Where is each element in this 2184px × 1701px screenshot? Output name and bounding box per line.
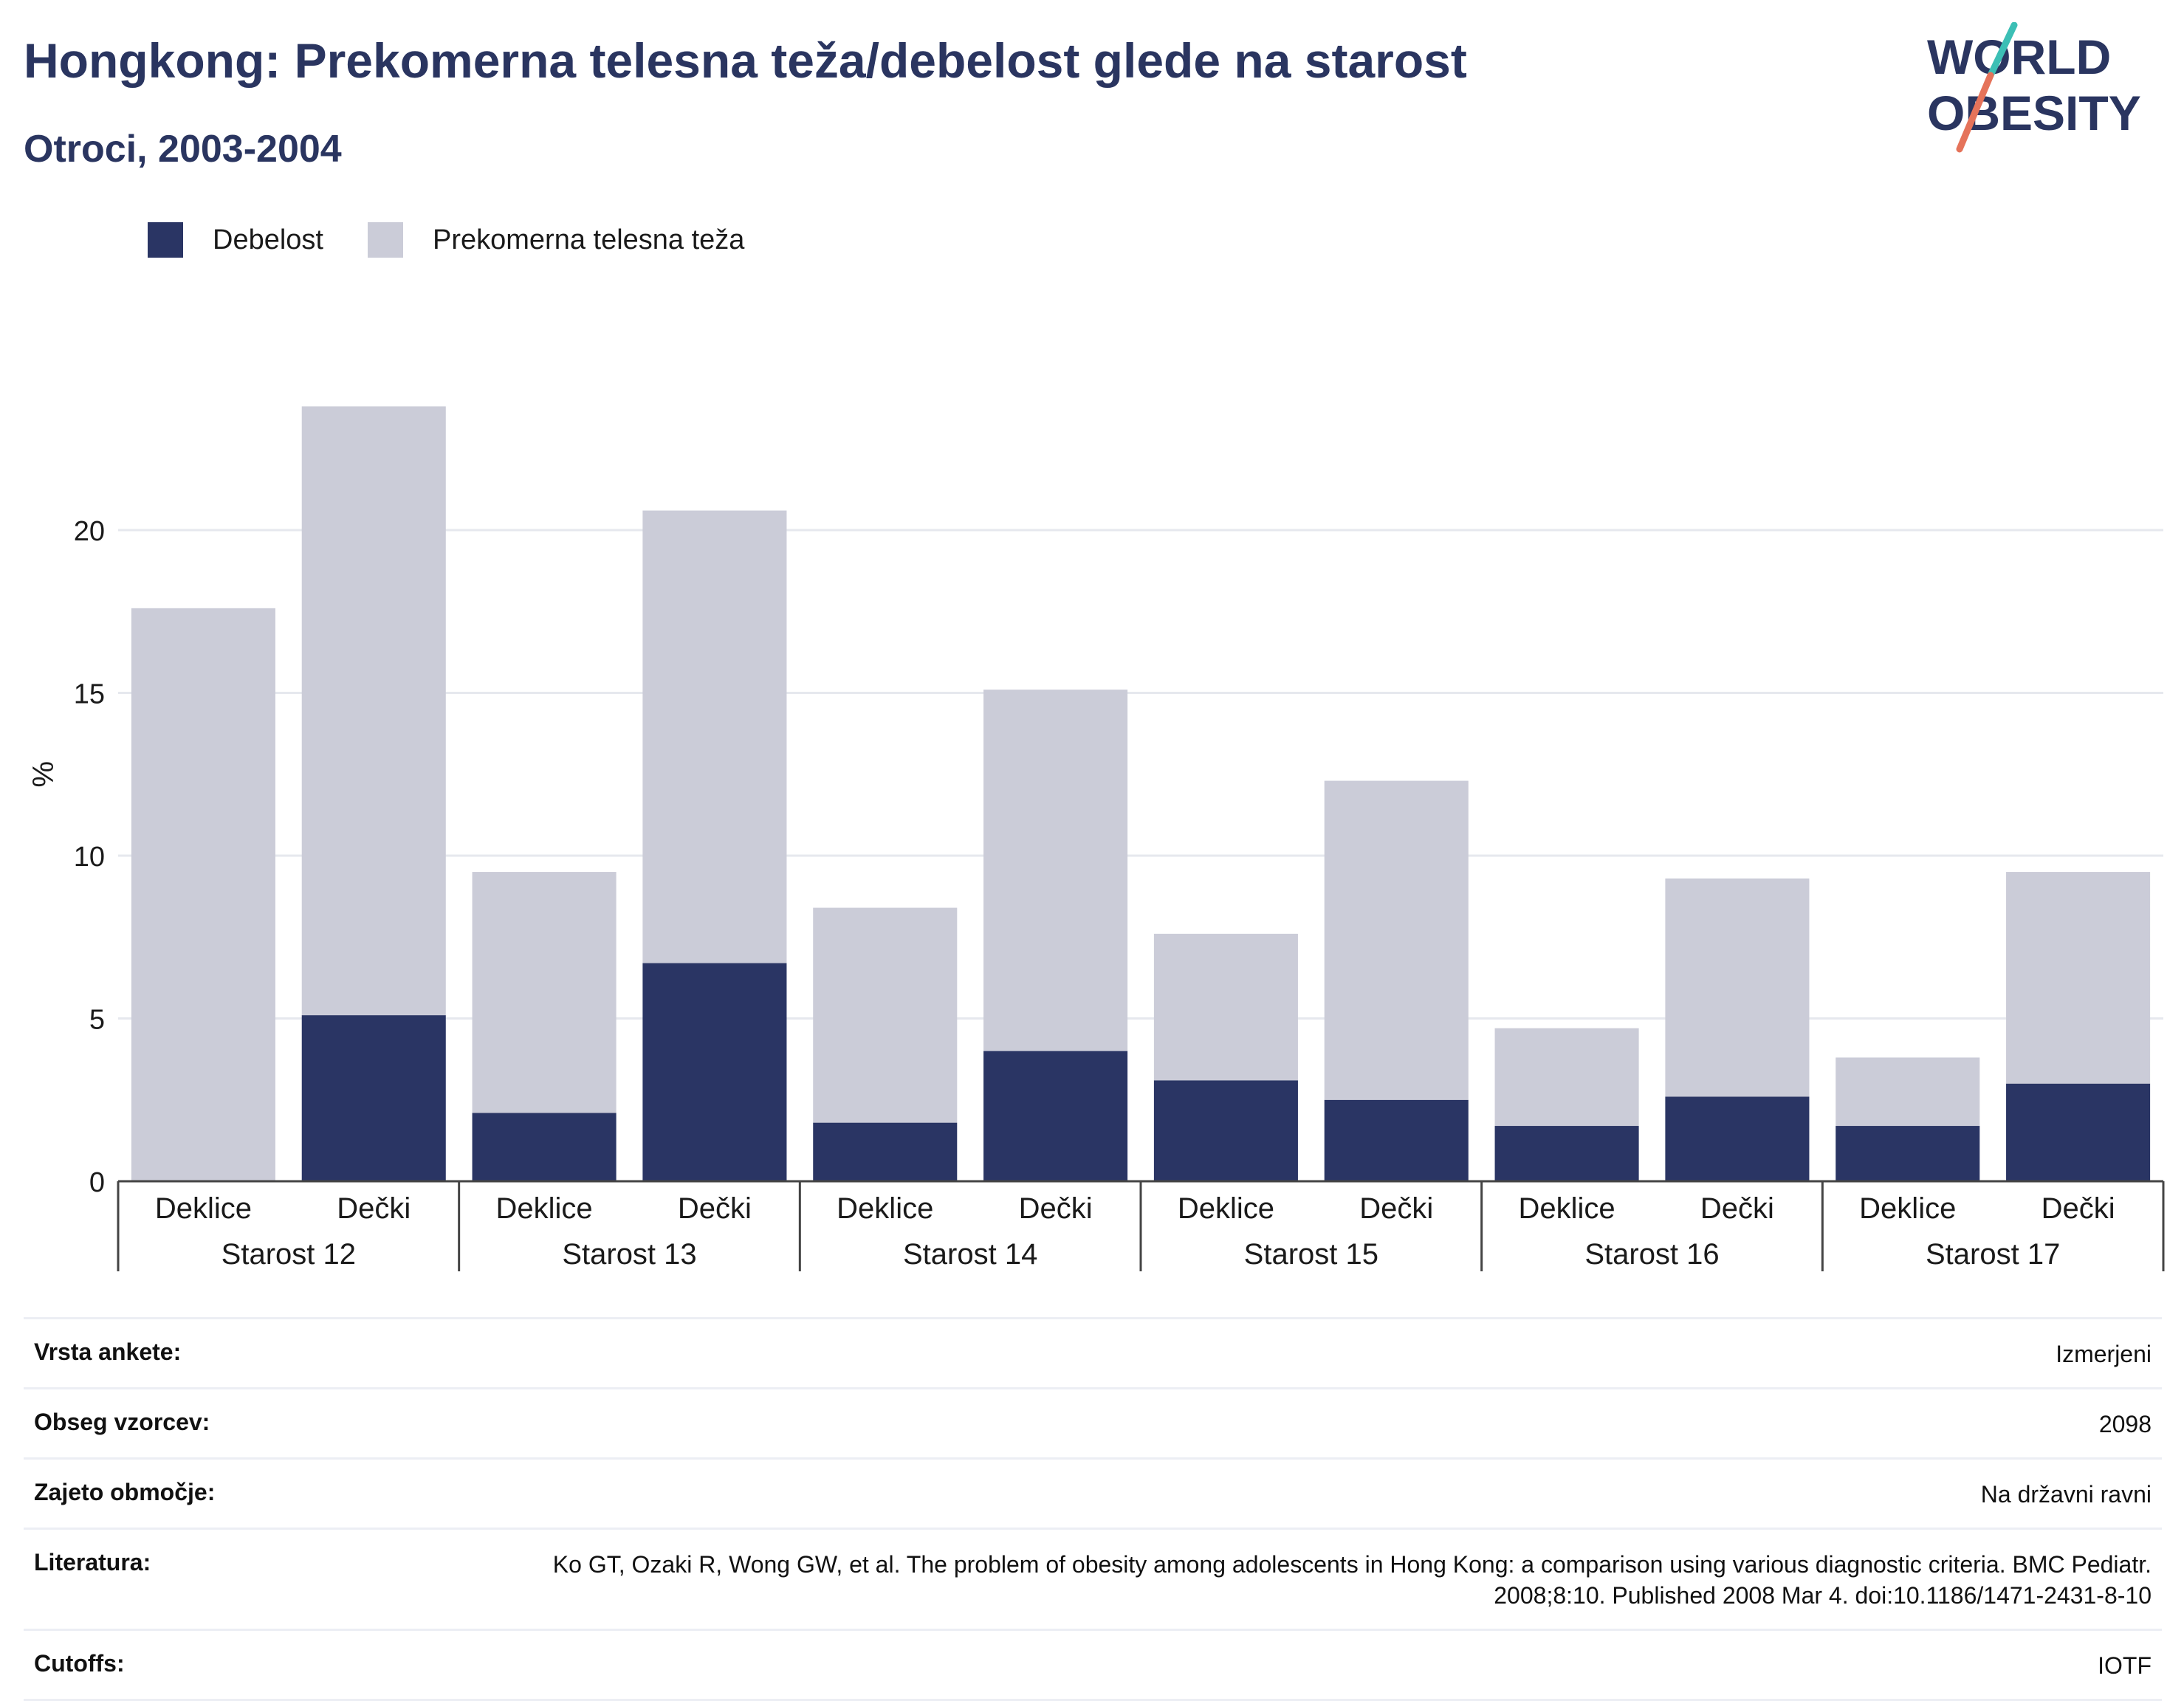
y-axis-label: % [27,761,60,788]
bar-overweight[interactable] [642,510,787,963]
info-value: IOTF [2098,1652,2152,1679]
bar-obesity[interactable] [983,1051,1128,1181]
bar-overweight[interactable] [813,907,958,1123]
y-tick-label: 5 [89,1005,105,1036]
legend: Debelost Prekomerna telesna teža [148,221,789,258]
x-group-label: Starost 16 [1584,1238,1719,1271]
legend-swatch-obesity [148,222,183,258]
bar-overweight[interactable] [1494,1028,1639,1127]
x-category-label: Dečki [1700,1192,1774,1225]
x-category-label: Deklice [496,1192,593,1225]
bar-overweight[interactable] [472,872,617,1113]
chart-title: Hongkong: Prekomerna telesna teža/debelo… [24,33,1467,88]
info-value: Na državni ravni [1980,1481,2152,1508]
x-category-label: Deklice [155,1192,252,1225]
bar-obesity[interactable] [1665,1096,1810,1181]
x-group-label: Starost 13 [562,1238,696,1271]
info-value: 2098 [2098,1411,2152,1437]
bar-overweight[interactable] [983,690,1128,1051]
x-category-label: Deklice [1519,1192,1615,1225]
legend-swatch-overweight [367,222,403,258]
x-category-label: Deklice [1178,1192,1274,1225]
info-key: Obseg vzorcev: [34,1409,210,1435]
bar-overweight[interactable] [1836,1057,1980,1127]
y-tick-label: 10 [74,842,105,873]
legend-item-overweight[interactable]: Prekomerna telesna teža [367,222,745,258]
info-row-coverage: Zajeto območje: Na državni ravni [24,1460,2162,1530]
bar-obesity[interactable] [813,1122,958,1181]
bar-obesity[interactable] [642,963,787,1181]
bar-obesity[interactable] [1324,1099,1469,1181]
stacked-bar-chart: 0 5 10 15 20% Deklice Dečki Starost 12 Deklice De… [27,406,2165,1271]
legend-label-obesity: Debelost [213,224,323,255]
bar-overweight[interactable] [1324,780,1469,1100]
logo-accent-teal [1987,22,2018,79]
info-key: Literatura: [34,1549,151,1575]
bar-obesity[interactable] [301,1015,446,1181]
x-category-label: Deklice [837,1192,933,1225]
info-table: Vrsta ankete: Izmerjeni Obseg vzorcev: 2… [24,1317,2162,1701]
bar-overweight[interactable] [301,406,446,1016]
bar-obesity[interactable] [1836,1126,1980,1181]
x-category-label: Dečki [1359,1192,1433,1225]
info-key: Cutoffs: [34,1650,125,1677]
x-group-label: Starost 12 [222,1238,356,1271]
info-key: Vrsta ankete: [34,1339,182,1365]
y-tick-label: 0 [89,1167,105,1198]
x-category-label: Dečki [1019,1192,1093,1225]
x-category-label: Dečki [678,1192,752,1225]
info-key: Zajeto območje: [34,1479,216,1505]
x-category-label: Dečki [2042,1192,2115,1225]
legend-item-obesity[interactable]: Debelost [148,222,323,258]
y-tick-label: 20 [74,516,105,547]
bar-obesity[interactable] [1153,1080,1298,1181]
bar-overweight[interactable] [131,608,275,1181]
legend-label-overweight: Prekomerna telesna teža [432,224,745,255]
info-row-reference: Literatura: Ko GT, Ozaki R, Wong GW, et … [24,1530,2162,1631]
info-value: Izmerjeni [2056,1341,2152,1367]
x-group-label: Starost 15 [1244,1238,1378,1271]
bar-obesity[interactable] [472,1113,617,1181]
x-category-label: Dečki [337,1192,411,1225]
logo-line2: OBESITY [1927,86,2141,140]
logo-line1: WORLD [1927,30,2111,84]
y-tick-label: 15 [74,679,105,710]
bar-overweight[interactable] [2006,872,2151,1084]
bar-overweight[interactable] [1153,933,1298,1081]
x-group-label: Starost 17 [1926,1238,2060,1271]
logo-accent-coral [1956,72,1994,153]
bar-obesity[interactable] [2006,1083,2151,1181]
x-group-label: Starost 14 [903,1238,1037,1271]
x-category-label: Deklice [1859,1192,1956,1225]
info-row-cutoffs: Cutoffs: IOTF [24,1631,2162,1701]
bar-obesity[interactable] [1494,1126,1639,1181]
info-row-survey-type: Vrsta ankete: Izmerjeni [24,1319,2162,1389]
bar-overweight[interactable] [1665,878,1810,1097]
chart-subtitle: Otroci, 2003-2004 [24,128,342,171]
info-value: Ko GT, Ozaki R, Wong GW, et al. The prob… [552,1551,2152,1609]
info-row-sample-size: Obseg vzorcev: 2098 [24,1389,2162,1460]
world-obesity-logo: WORLD OBESITY [1927,22,2141,153]
